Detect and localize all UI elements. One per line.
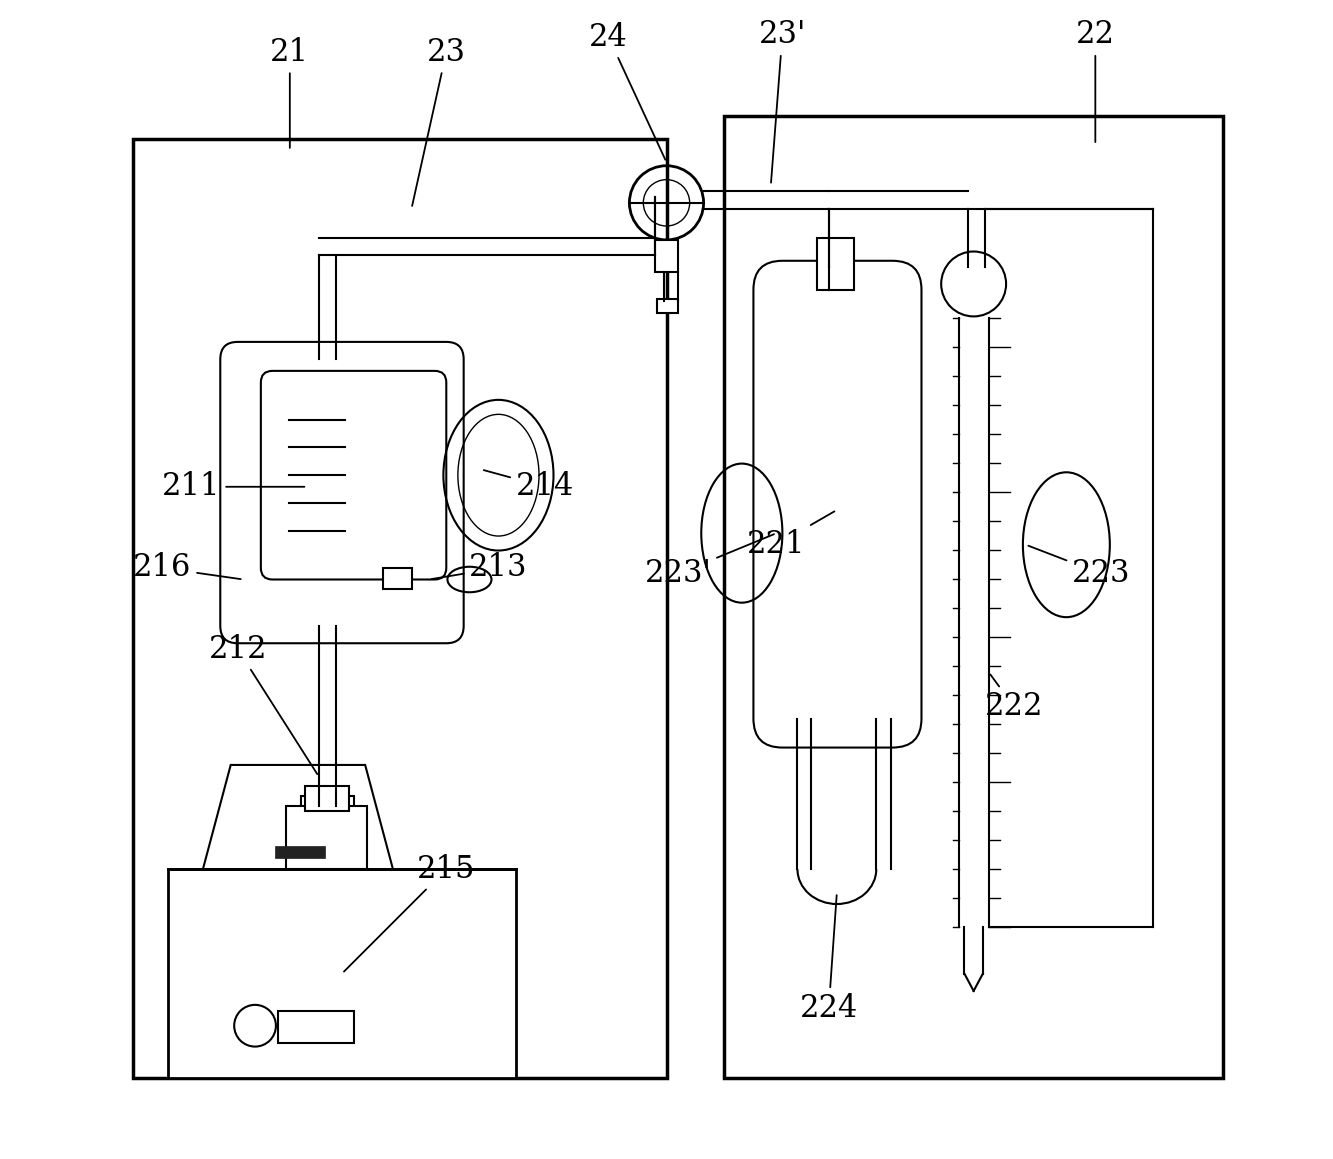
Bar [287, 806, 368, 869]
Bar [817, 238, 854, 290]
Text: 213: 213 [432, 553, 528, 583]
Bar [305, 786, 349, 811]
FancyBboxPatch shape [261, 371, 447, 580]
Bar [655, 240, 678, 272]
Text: 221: 221 [748, 511, 834, 560]
Text: 23': 23' [758, 20, 806, 183]
Text: 223': 223' [645, 534, 774, 589]
Text: 211: 211 [163, 472, 304, 502]
Text: 22: 22 [1076, 20, 1114, 143]
Text: 23: 23 [412, 37, 465, 206]
Text: 214: 214 [484, 471, 575, 502]
Bar [383, 568, 412, 589]
Text: 216: 216 [133, 553, 241, 583]
Polygon shape [275, 846, 325, 858]
Bar [168, 869, 516, 1078]
Bar [301, 796, 353, 866]
Text: 222: 222 [985, 675, 1044, 722]
Bar [657, 299, 678, 313]
Text: 223: 223 [1028, 546, 1130, 589]
Text: 215: 215 [344, 854, 476, 971]
Text: 224: 224 [800, 895, 858, 1023]
FancyBboxPatch shape [753, 261, 921, 748]
Bar [279, 1011, 353, 1043]
Text: 212: 212 [208, 634, 317, 774]
Bar [724, 116, 1222, 1078]
Text: 21: 21 [271, 37, 309, 148]
Bar [133, 139, 666, 1078]
Text: 24: 24 [589, 22, 665, 160]
